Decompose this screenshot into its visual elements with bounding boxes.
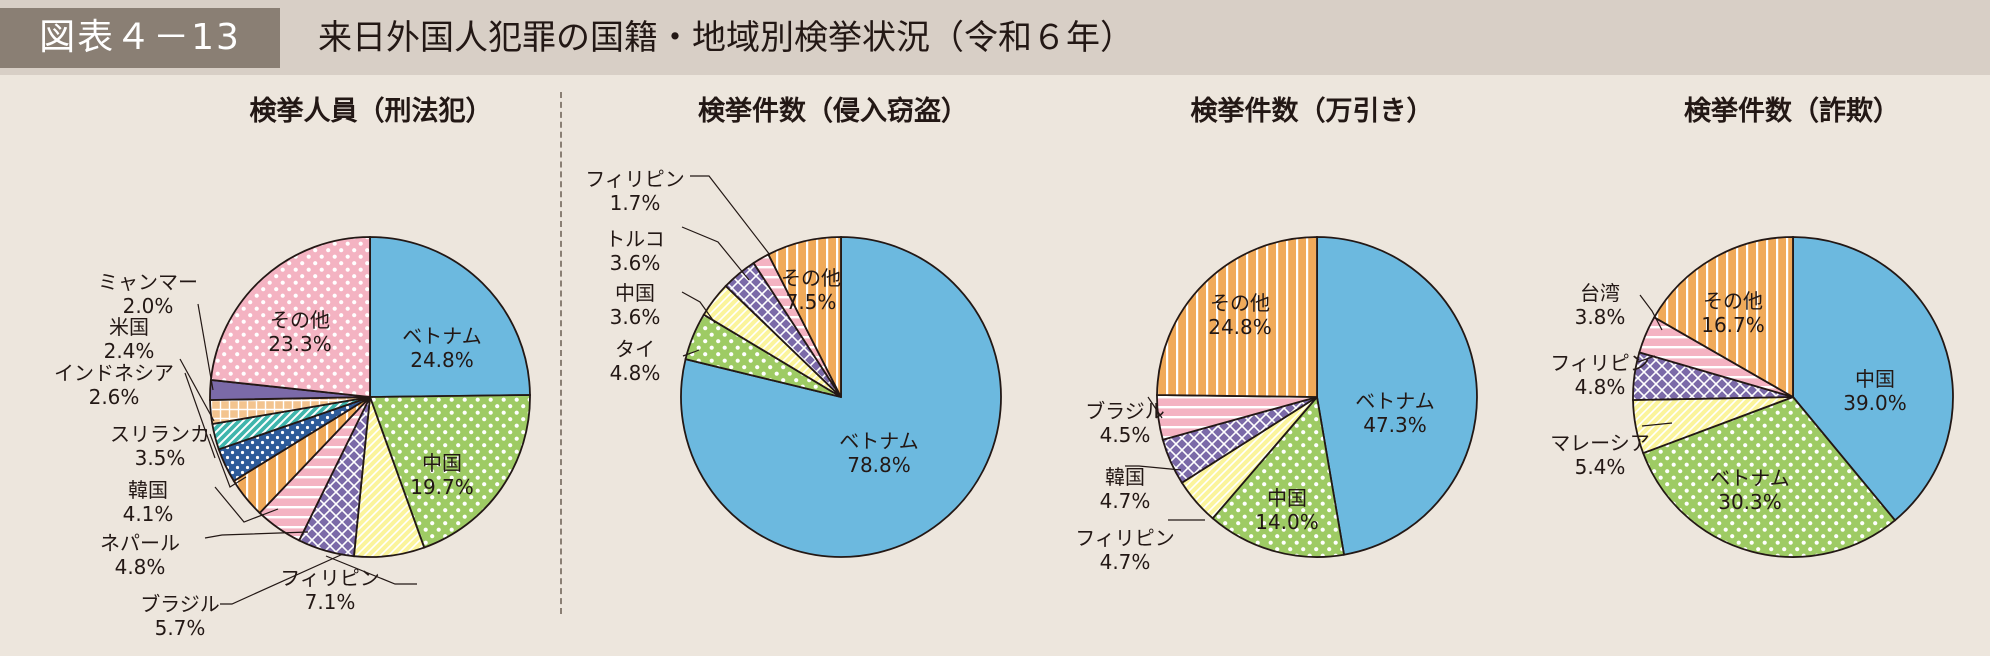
panel-title: 検挙件数（詐欺） [1684, 95, 1900, 127]
slice-label: フィリピン 4.7% [1075, 526, 1175, 574]
pie-slice [209, 236, 371, 399]
slice-label: ブラジル 5.7% [140, 592, 220, 640]
slice-label: 台湾 3.8% [1575, 281, 1626, 329]
leader-line [179, 358, 215, 422]
header-bar: 図表４－13 来日外国人犯罪の国籍・地域別検挙状況（令和６年） [0, 0, 1990, 75]
leader-line [681, 226, 750, 281]
panel-title: 検挙件数（侵入窃盗） [698, 95, 968, 127]
pie-slice [1211, 394, 1346, 558]
slice-label: ベトナム 24.8% [402, 324, 481, 372]
slice-label: 中国 3.6% [610, 281, 661, 329]
slice-label: マレーシア 5.4% [1550, 431, 1650, 479]
slice-label: 中国 19.7% [410, 451, 474, 499]
panel-divider [560, 92, 562, 614]
leader-line [681, 291, 716, 324]
slice-label: 米国 2.4% [104, 315, 155, 363]
slice-label: ベトナム 47.3% [1355, 389, 1434, 437]
slice-label: タイ 4.8% [610, 337, 661, 385]
pie-slice [1156, 236, 1318, 398]
panel-title: 検挙件数（万引き） [1191, 96, 1434, 127]
slice-label: フィリピン 4.8% [1550, 351, 1650, 399]
slice-label: ベトナム 30.3% [1710, 466, 1789, 514]
pie-panel-4: 検挙件数（詐欺） 中国 39.0% ベトナム 30.3% マレーシア 5.4% フィリピン 4.… [1550, 95, 1954, 558]
leader-line [1147, 396, 1163, 419]
leader-line [1125, 465, 1182, 471]
leader-line [204, 531, 309, 539]
slice-label: トルコ 3.6% [605, 227, 665, 275]
slice-label: ブラジル 4.5% [1085, 399, 1165, 447]
pie-panel-1: 検挙人員（刑法犯） ベトナム 24.8% 中国 19.7% フィリピン 7.1% ブラジル 5.… [54, 96, 531, 640]
leader-line [220, 553, 344, 605]
pie-slice [1792, 236, 1954, 522]
slice-label: ネパール 4.8% [100, 531, 180, 579]
slice-label: インドネシア 2.6% [54, 361, 174, 409]
slice-label: ミャンマー 2.0% [98, 270, 198, 318]
leader-line [197, 303, 214, 391]
slice-label: 中国 14.0% [1255, 486, 1319, 534]
slice-label: その他 24.8% [1208, 291, 1272, 339]
leader-line [1641, 422, 1673, 427]
slice-label: フィリピン 1.7% [585, 167, 685, 215]
slice-label: 韓国 4.7% [1100, 465, 1151, 513]
leader-line [184, 372, 216, 459]
pie-slice [368, 394, 531, 549]
pie-slice [1641, 395, 1897, 558]
leader-line [1639, 294, 1663, 331]
pie-slice [767, 236, 842, 398]
slice-label: 中国 39.0% [1843, 367, 1907, 415]
slice-label: その他 7.5% [781, 266, 841, 314]
pie-slice [369, 236, 531, 398]
leader-line [325, 555, 417, 585]
slice-label: フィリピン 7.1% [280, 566, 380, 614]
pie-slice [1653, 236, 1794, 399]
slice-label: ベトナム 78.8% [839, 429, 918, 477]
slice-label: スリランカ 3.5% [110, 422, 210, 470]
leader-line [1637, 355, 1656, 363]
leader-line [682, 349, 700, 357]
figure-title: 来日外国人犯罪の国籍・地域別検挙状況（令和６年） [318, 18, 1134, 58]
pie-panel-2: 検挙件数（侵入窃盗） ベトナム 78.8% タイ 4.8% 中国 3.6% トルコ 3.6% フィ… [585, 95, 1002, 558]
leader-line [690, 175, 771, 256]
slice-label: その他 16.7% [1701, 289, 1765, 337]
slice-label: 韓国 4.1% [123, 478, 174, 526]
slice-label: その他 23.3% [268, 308, 332, 356]
pie-slice [1316, 236, 1478, 556]
figure-label: 図表４－13 [0, 8, 280, 68]
leader-line [214, 486, 279, 523]
pie-panel-3: 検挙件数（万引き） ベトナム 47.3% 中国 14.0% フィリピン 4.7% 韓国 4.7%… [1075, 96, 1478, 574]
panel-title: 検挙人員（刑法犯） [250, 96, 493, 127]
leader-line [209, 433, 247, 488]
